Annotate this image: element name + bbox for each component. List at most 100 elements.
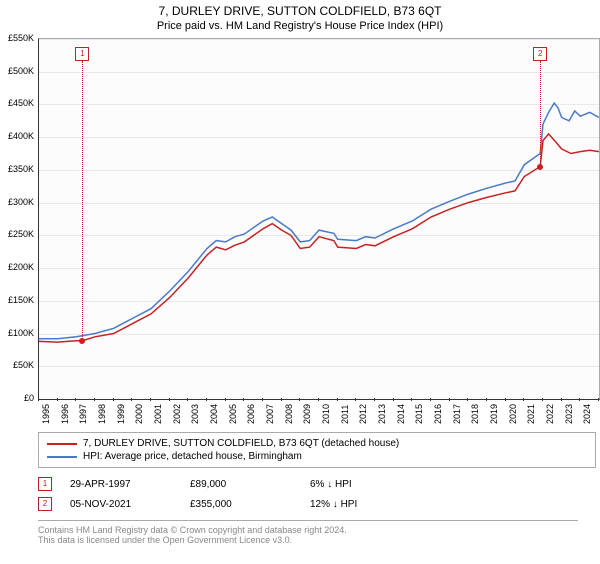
x-axis-label: 2006 xyxy=(246,404,256,424)
table-row: 2 05-NOV-2021£355,00012% ↓ HPI xyxy=(38,494,578,514)
x-axis-label: 2018 xyxy=(470,404,480,424)
x-axis-label: 2003 xyxy=(190,404,200,424)
x-axis-label: 2004 xyxy=(209,404,219,424)
x-tick xyxy=(598,398,599,401)
x-tick xyxy=(542,398,543,401)
x-axis-label: 1998 xyxy=(97,404,107,424)
marker-badge: 2 xyxy=(38,497,52,511)
marker-vline xyxy=(82,61,83,341)
footer: Contains HM Land Registry data © Crown c… xyxy=(38,520,578,545)
footer-line: Contains HM Land Registry data © Crown c… xyxy=(38,525,578,535)
x-tick xyxy=(299,398,300,401)
transactions-table: 129-APR-1997£89,0006% ↓ HPI 2 05-NOV-2021£… xyxy=(38,474,578,514)
x-axis-label: 2023 xyxy=(564,404,574,424)
x-axis-label: 2020 xyxy=(508,404,518,424)
x-tick xyxy=(150,398,151,401)
x-tick xyxy=(430,398,431,401)
x-tick xyxy=(206,398,207,401)
plot-area: 12 xyxy=(38,38,600,400)
x-tick xyxy=(187,398,188,401)
x-axis-label: 2005 xyxy=(228,404,238,424)
transaction-date: 05-NOV-2021 xyxy=(70,499,190,510)
marker-badge: 1 xyxy=(75,47,89,61)
x-tick xyxy=(505,398,506,401)
x-tick xyxy=(579,398,580,401)
transaction-diff: 12% ↓ HPI xyxy=(310,499,430,510)
y-axis-label: £100K xyxy=(8,328,34,338)
x-axis-label: 2017 xyxy=(452,404,462,424)
legend-swatch xyxy=(47,456,77,458)
page-title: 7, DURLEY DRIVE, SUTTON COLDFIELD, B73 6… xyxy=(0,4,600,18)
legend-item: 7, DURLEY DRIVE, SUTTON COLDFIELD, B73 6… xyxy=(47,437,587,450)
legend-item: HPI: Average price, detached house, Birm… xyxy=(47,450,587,463)
x-axis-label: 1996 xyxy=(60,404,70,424)
x-tick xyxy=(57,398,58,401)
x-axis-label: 1997 xyxy=(78,404,88,424)
x-axis-label: 2008 xyxy=(284,404,294,424)
chart: 12 £0£50K£100K£150K£200K£250K£300K£350K£… xyxy=(38,38,598,398)
y-axis-label: £0 xyxy=(24,393,34,403)
transaction-price: £89,000 xyxy=(190,479,310,490)
page-subtitle: Price paid vs. HM Land Registry's House … xyxy=(0,20,600,32)
transaction-diff: 6% ↓ HPI xyxy=(310,479,430,490)
x-axis-label: 2021 xyxy=(526,404,536,424)
y-axis-label: £400K xyxy=(8,131,34,141)
x-axis-label: 2011 xyxy=(340,405,350,424)
x-tick xyxy=(169,398,170,401)
x-axis-label: 2002 xyxy=(172,404,182,424)
x-axis-label: 2012 xyxy=(358,404,368,424)
series-property xyxy=(39,134,599,342)
x-tick xyxy=(75,398,76,401)
legend-label: 7, DURLEY DRIVE, SUTTON COLDFIELD, B73 6… xyxy=(83,438,399,449)
x-axis-label: 2015 xyxy=(414,404,424,424)
x-tick xyxy=(523,398,524,401)
x-axis-label: 1999 xyxy=(116,404,126,424)
y-axis-label: £500K xyxy=(8,66,34,76)
line-series xyxy=(39,39,599,399)
x-axis-label: 2013 xyxy=(377,404,387,424)
x-tick xyxy=(94,398,95,401)
x-tick xyxy=(262,398,263,401)
x-tick xyxy=(38,398,39,401)
x-tick xyxy=(355,398,356,401)
series-hpi xyxy=(39,103,599,339)
y-axis-label: £450K xyxy=(8,98,34,108)
x-tick xyxy=(281,398,282,401)
x-tick xyxy=(113,398,114,401)
y-axis-label: £250K xyxy=(8,229,34,239)
x-axis-label: 2014 xyxy=(396,404,406,424)
x-axis-label: 1995 xyxy=(41,404,51,424)
x-axis-label: 2000 xyxy=(134,404,144,424)
x-tick xyxy=(561,398,562,401)
footer-line: This data is licensed under the Open Gov… xyxy=(38,535,578,545)
x-tick xyxy=(486,398,487,401)
x-axis-label: 2001 xyxy=(153,404,163,424)
marker-vline xyxy=(540,61,541,167)
y-axis-label: £150K xyxy=(8,295,34,305)
transaction-price: £355,000 xyxy=(190,499,310,510)
x-axis-label: 2022 xyxy=(545,404,555,424)
x-tick xyxy=(467,398,468,401)
legend-swatch xyxy=(47,443,77,445)
x-axis-label: 2007 xyxy=(265,404,275,424)
x-tick xyxy=(225,398,226,401)
x-axis-label: 2010 xyxy=(321,404,331,424)
x-tick xyxy=(411,398,412,401)
y-axis-label: £50K xyxy=(13,360,34,370)
x-axis-label: 2024 xyxy=(582,404,592,424)
y-axis-label: £550K xyxy=(8,33,34,43)
marker-point xyxy=(537,164,543,170)
table-row: 129-APR-1997£89,0006% ↓ HPI xyxy=(38,474,578,494)
x-tick xyxy=(243,398,244,401)
x-tick xyxy=(393,398,394,401)
y-axis-label: £300K xyxy=(8,197,34,207)
marker-badge: 2 xyxy=(533,47,547,61)
x-tick xyxy=(337,398,338,401)
x-axis-label: 2019 xyxy=(489,404,499,424)
y-axis-label: £200K xyxy=(8,262,34,272)
x-tick xyxy=(374,398,375,401)
x-tick xyxy=(131,398,132,401)
marker-point xyxy=(79,338,85,344)
marker-badge: 1 xyxy=(38,477,52,491)
y-axis-label: £350K xyxy=(8,164,34,174)
